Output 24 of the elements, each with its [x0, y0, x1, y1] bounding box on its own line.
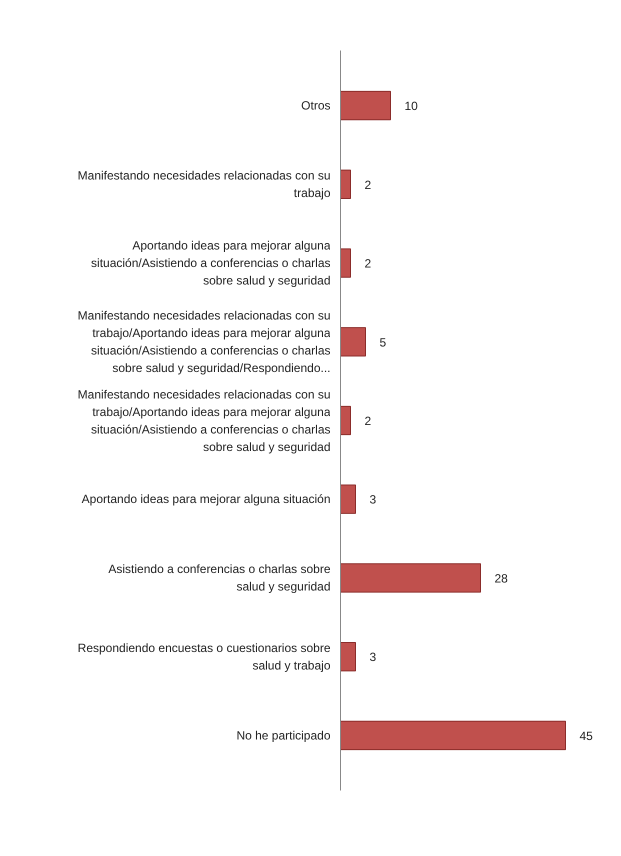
bar: [340, 484, 356, 514]
data-label: 10: [404, 99, 418, 114]
y-tick-label: Manifestando necesidades relacionadas con su trabajo: [78, 168, 331, 200]
y-tick-label: Asistiendo a conferencias o charlas sobre salud y seguridad: [108, 562, 331, 594]
bar: [340, 170, 351, 199]
bar: [340, 642, 356, 672]
data-label: 45: [580, 728, 594, 743]
data-label: 2: [364, 256, 372, 271]
data-label: 2: [364, 414, 372, 428]
bar: [340, 720, 566, 750]
y-tick-label: Otros: [301, 98, 331, 113]
data-label: 5: [380, 335, 386, 350]
y-tick-label: Aportando ideas para mejorar alguna situación: [82, 492, 331, 506]
data-label: 2: [364, 178, 372, 192]
y-tick-label: Respondiendo encuestas o cuestionarios sobre salud y trabajo: [78, 640, 331, 672]
data-label: 28: [494, 571, 508, 586]
bar: [340, 406, 351, 436]
data-label: 3: [370, 492, 376, 507]
bar: [340, 563, 481, 593]
bar: [340, 90, 391, 120]
y-tick-label: No he participado: [236, 728, 331, 742]
bar: [340, 248, 351, 278]
bar: [340, 327, 366, 356]
data-label: 3: [370, 650, 376, 664]
